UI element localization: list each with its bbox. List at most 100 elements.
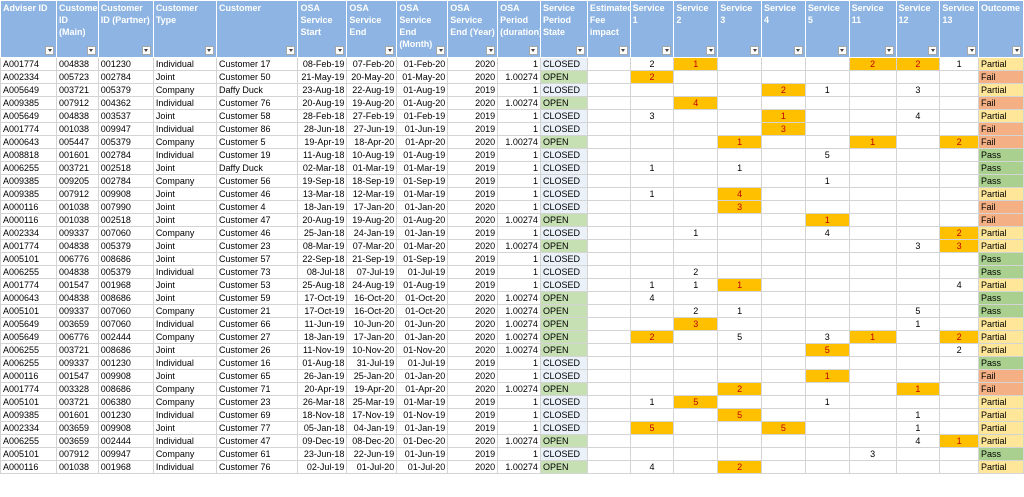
table-cell[interactable]: 2019	[447, 226, 499, 240]
table-cell[interactable]: Company	[152, 226, 217, 240]
table-cell[interactable]: 1	[629, 187, 675, 201]
table-cell[interactable]: 01-Jun-20	[396, 317, 449, 331]
table-cell[interactable]: 3	[895, 239, 941, 253]
table-cell[interactable]: 1	[804, 83, 850, 97]
table-cell[interactable]: CLOSED	[539, 278, 588, 292]
table-cell[interactable]: 4	[804, 226, 850, 240]
filter-dropdown-icon[interactable]	[837, 46, 847, 55]
filter-dropdown-icon[interactable]	[1012, 46, 1021, 55]
table-cell[interactable]	[673, 330, 719, 344]
table-cell[interactable]: 001547	[56, 369, 99, 383]
table-cell[interactable]	[629, 252, 675, 266]
table-cell[interactable]: Pass	[978, 174, 1024, 188]
table-cell[interactable]	[673, 252, 719, 266]
table-cell[interactable]	[673, 460, 719, 474]
table-cell[interactable]	[629, 96, 675, 110]
table-cell[interactable]: Joint	[152, 343, 217, 357]
table-cell[interactable]	[673, 369, 719, 383]
table-cell[interactable]: 1	[804, 395, 850, 409]
table-cell[interactable]: 17-Jan-20	[346, 330, 398, 344]
table-cell[interactable]: 09-Dec-19	[297, 434, 348, 448]
table-cell[interactable]: 1	[804, 174, 850, 188]
table-cell[interactable]: CLOSED	[539, 395, 588, 409]
table-cell[interactable]	[939, 304, 980, 318]
table-cell[interactable]: 009337	[56, 226, 99, 240]
table-cell[interactable]: Pass	[978, 161, 1024, 175]
table-cell[interactable]: 16-Oct-20	[346, 291, 398, 305]
table-cell[interactable]: 1	[497, 200, 541, 214]
filter-dropdown-icon[interactable]	[793, 46, 803, 55]
table-cell[interactable]: Joint	[152, 109, 217, 123]
table-cell[interactable]	[895, 460, 941, 474]
table-cell[interactable]: 007912	[56, 447, 99, 461]
table-cell[interactable]: 004838	[56, 265, 99, 279]
table-cell[interactable]: 19-Sep-18	[297, 174, 348, 188]
table-cell[interactable]: 1	[939, 434, 980, 448]
table-cell[interactable]: 12-Mar-19	[346, 187, 398, 201]
table-cell[interactable]	[804, 356, 850, 370]
table-cell[interactable]	[717, 369, 763, 383]
table-cell[interactable]: Joint	[152, 200, 217, 214]
table-cell[interactable]: 01-May-20	[396, 70, 449, 84]
table-cell[interactable]: 27-Jun-19	[346, 122, 398, 136]
table-cell[interactable]	[804, 135, 850, 149]
table-cell[interactable]	[939, 447, 980, 461]
table-cell[interactable]: 1	[497, 109, 541, 123]
table-cell[interactable]: 008686	[97, 382, 154, 396]
table-cell[interactable]: 10-Aug-19	[346, 148, 398, 162]
table-cell[interactable]	[586, 395, 631, 409]
table-cell[interactable]: 19-Aug-20	[346, 96, 398, 110]
table-cell[interactable]: 01-Feb-20	[396, 57, 449, 71]
table-cell[interactable]: 19-Apr-19	[297, 135, 348, 149]
table-cell[interactable]: Joint	[152, 369, 217, 383]
table-cell[interactable]: A006255	[0, 356, 58, 370]
table-cell[interactable]: Individual	[152, 317, 217, 331]
table-cell[interactable]: Customer 66	[215, 317, 299, 331]
table-cell[interactable]: 5	[895, 304, 941, 318]
table-cell[interactable]: 2	[939, 226, 980, 240]
table-cell[interactable]: 5	[804, 148, 850, 162]
table-cell[interactable]: Customer 65	[215, 369, 299, 383]
table-cell[interactable]: 23-Aug-18	[297, 83, 348, 97]
table-cell[interactable]	[761, 460, 806, 474]
table-cell[interactable]: A002334	[0, 421, 58, 435]
table-cell[interactable]	[895, 213, 941, 227]
table-cell[interactable]: 2020	[447, 460, 499, 474]
table-cell[interactable]	[939, 265, 980, 279]
table-cell[interactable]: 13-Mar-18	[297, 187, 348, 201]
table-cell[interactable]: 25-Aug-18	[297, 278, 348, 292]
table-cell[interactable]	[673, 187, 719, 201]
filter-dropdown-icon[interactable]	[662, 46, 672, 55]
table-cell[interactable]: Customer 56	[215, 174, 299, 188]
table-cell[interactable]	[895, 265, 941, 279]
table-cell[interactable]	[629, 200, 675, 214]
table-cell[interactable]: 01-Nov-19	[396, 408, 449, 422]
table-cell[interactable]	[673, 109, 719, 123]
table-cell[interactable]	[804, 122, 850, 136]
table-cell[interactable]	[717, 447, 763, 461]
table-cell[interactable]	[673, 447, 719, 461]
table-cell[interactable]: 2020	[447, 343, 499, 357]
table-cell[interactable]: Joint	[152, 187, 217, 201]
table-cell[interactable]: Individual	[152, 356, 217, 370]
table-cell[interactable]	[717, 70, 763, 84]
table-cell[interactable]: 006776	[56, 252, 99, 266]
table-cell[interactable]: Pass	[978, 304, 1024, 318]
table-cell[interactable]	[761, 356, 806, 370]
table-cell[interactable]	[717, 265, 763, 279]
table-cell[interactable]	[939, 252, 980, 266]
table-cell[interactable]: Fail	[978, 122, 1024, 136]
table-cell[interactable]	[761, 395, 806, 409]
table-cell[interactable]	[717, 57, 763, 71]
table-cell[interactable]: 17-Nov-19	[346, 408, 398, 422]
table-cell[interactable]: Customer 71	[215, 382, 299, 396]
table-cell[interactable]: 01-Jun-19	[396, 447, 449, 461]
table-cell[interactable]: 1	[717, 135, 763, 149]
table-cell[interactable]	[586, 252, 631, 266]
table-cell[interactable]	[939, 96, 980, 110]
table-cell[interactable]: CLOSED	[539, 187, 588, 201]
table-cell[interactable]: A000116	[0, 213, 58, 227]
table-cell[interactable]	[895, 330, 941, 344]
table-cell[interactable]	[848, 408, 897, 422]
table-cell[interactable]: CLOSED	[539, 109, 588, 123]
